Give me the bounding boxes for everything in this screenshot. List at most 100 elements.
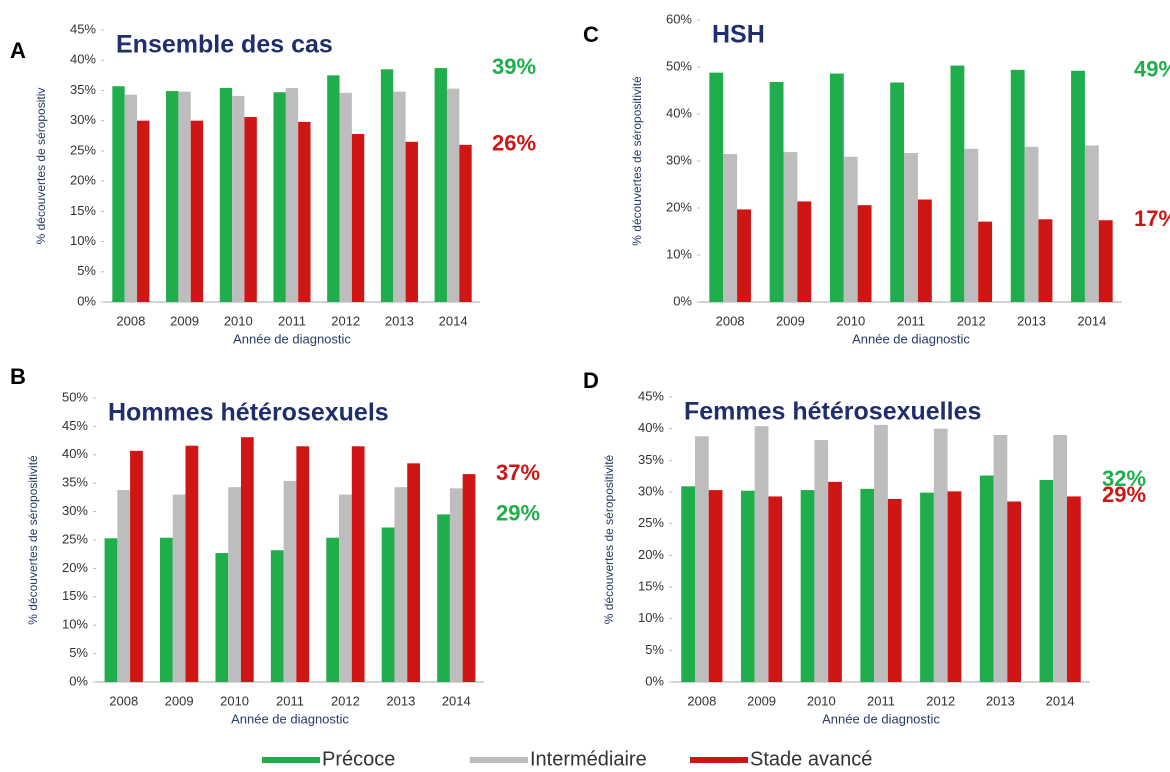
x-tick-label: 2011: [278, 313, 306, 328]
chart-title: HSH: [712, 21, 765, 49]
y-tick-label: 25%: [62, 531, 88, 546]
bar: [993, 435, 1008, 682]
bar: [283, 480, 297, 682]
legend-label: Intermédiaire: [530, 748, 647, 770]
bar: [723, 153, 738, 302]
x-tick-label: 2009: [747, 693, 776, 708]
bar: [797, 201, 812, 302]
y-tick-label: 45%: [638, 388, 664, 403]
y-tick-label: 0%: [673, 293, 692, 308]
bar: [857, 205, 872, 302]
end-label: 29%: [496, 500, 540, 525]
bar: [285, 88, 299, 302]
bar: [694, 436, 709, 682]
x-tick-label: 2010: [807, 693, 836, 708]
y-tick-label: 0%: [69, 673, 88, 688]
bar: [754, 426, 769, 682]
x-axis-label: Année de diagnostic: [852, 331, 970, 346]
y-tick-label: 10%: [70, 233, 96, 248]
y-tick-label: 40%: [70, 52, 96, 67]
y-tick-label: 0%: [645, 673, 664, 688]
y-tick-label: 35%: [62, 475, 88, 490]
x-tick-label: 2008: [687, 693, 716, 708]
bar: [964, 148, 979, 302]
y-tick-label: 20%: [666, 199, 692, 214]
x-tick-label: 2014: [1077, 313, 1106, 328]
bar: [434, 68, 447, 302]
y-tick-label: 0%: [77, 293, 96, 308]
bar: [681, 486, 695, 682]
x-tick-label: 2013: [1017, 313, 1046, 328]
y-tick-label: 60%: [666, 11, 692, 26]
chart-title: Femmes hétérosexuelles: [684, 398, 981, 426]
end-label: 49%: [1134, 57, 1170, 82]
y-tick-label: 10%: [666, 246, 692, 261]
x-tick-label: 2013: [385, 313, 414, 328]
y-axis-label: % découvertes de séropositivité: [26, 455, 40, 625]
x-tick-label: 2009: [165, 693, 194, 708]
bar: [459, 144, 472, 302]
y-tick-label: 10%: [62, 617, 88, 632]
x-tick-label: 2012: [926, 693, 955, 708]
bar: [708, 490, 723, 682]
bar: [947, 491, 962, 682]
y-tick-label: 40%: [62, 446, 88, 461]
x-axis-label: Année de diagnostic: [822, 711, 940, 726]
bar: [394, 487, 408, 682]
bar: [814, 440, 829, 682]
x-tick-label: 2009: [170, 313, 199, 328]
panel-letter: D: [583, 368, 599, 393]
bar: [137, 120, 150, 303]
y-tick-label: 5%: [69, 645, 88, 660]
bar: [920, 492, 934, 682]
bar: [950, 65, 965, 302]
y-tick-label: 5%: [645, 642, 664, 657]
bar: [1007, 501, 1022, 682]
y-tick-label: 15%: [70, 203, 96, 218]
bar: [381, 527, 395, 682]
bar: [166, 91, 179, 302]
panel-letter: A: [10, 38, 26, 63]
bar: [215, 553, 229, 682]
bar: [351, 446, 365, 682]
bar: [393, 91, 406, 302]
bar: [327, 75, 340, 302]
bar: [737, 209, 751, 302]
bar: [437, 514, 450, 682]
bar: [124, 94, 138, 302]
bar: [860, 488, 875, 682]
panel-letter: B: [10, 364, 26, 389]
x-tick-label: 2010: [224, 313, 253, 328]
bar: [769, 82, 784, 302]
bar: [380, 69, 394, 303]
x-tick-label: 2010: [836, 313, 865, 328]
bar: [1024, 146, 1039, 302]
end-label: 17%: [1134, 206, 1170, 231]
y-tick-label: 45%: [70, 21, 96, 36]
bar: [1053, 435, 1068, 682]
bar: [117, 490, 131, 682]
chart-title: Ensemble des cas: [116, 31, 333, 59]
bar: [768, 496, 783, 682]
bar: [887, 498, 902, 682]
y-tick-label: 50%: [666, 58, 692, 73]
y-axis-label: % découvertes de séropositivité: [630, 76, 644, 246]
y-tick-label: 25%: [638, 515, 664, 530]
bar: [446, 88, 460, 303]
x-tick-label: 2013: [986, 693, 1015, 708]
x-tick-label: 2013: [386, 693, 415, 708]
y-tick-label: 30%: [666, 152, 692, 167]
y-tick-label: 15%: [62, 588, 88, 603]
y-tick-label: 15%: [638, 578, 664, 593]
y-tick-label: 20%: [62, 560, 88, 575]
bar: [709, 72, 724, 302]
bar: [270, 550, 284, 682]
y-tick-label: 30%: [70, 112, 96, 127]
y-tick-label: 40%: [638, 420, 664, 435]
bar: [1067, 496, 1081, 682]
bar: [240, 437, 254, 682]
y-axis-label: % découvertes de séropositivité: [602, 454, 616, 624]
bar: [800, 490, 815, 682]
x-tick-label: 2010: [220, 693, 249, 708]
